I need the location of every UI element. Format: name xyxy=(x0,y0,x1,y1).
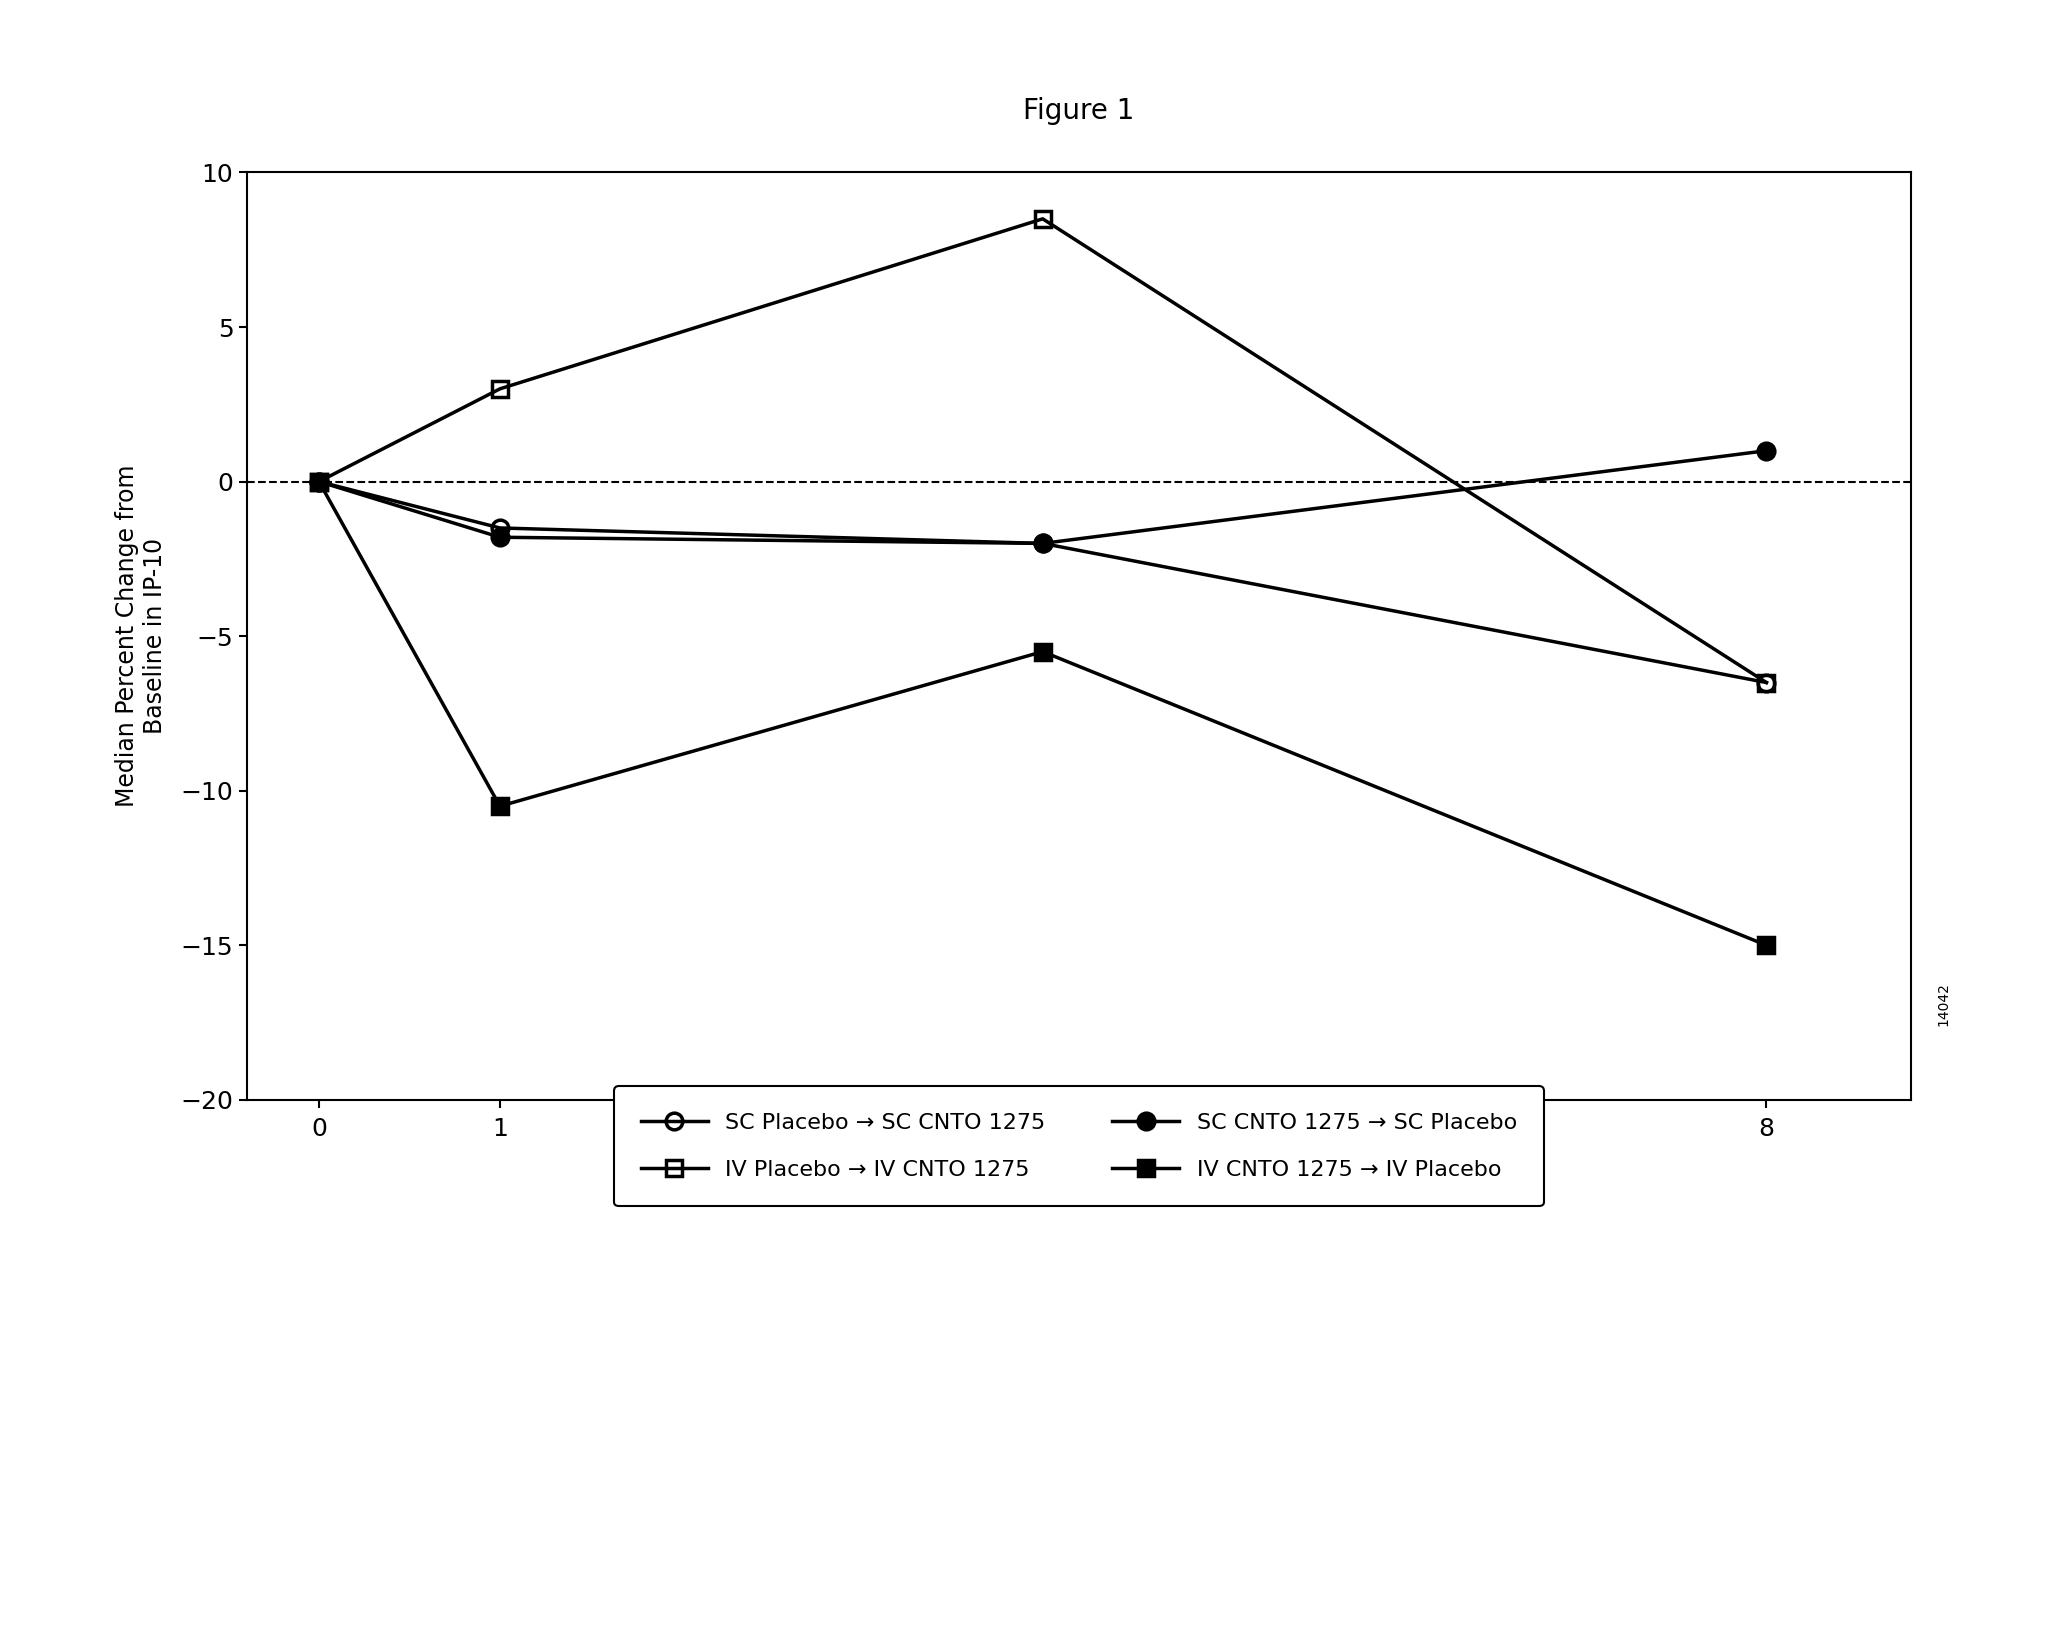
Legend: SC Placebo → SC CNTO 1275, IV Placebo → IV CNTO 1275, SC CNTO 1275 → SC Placebo,: SC Placebo → SC CNTO 1275, IV Placebo → … xyxy=(614,1087,1543,1206)
Text: 14042: 14042 xyxy=(1936,981,1950,1025)
Text: Figure 1: Figure 1 xyxy=(1023,96,1134,125)
X-axis label: Weeks: Weeks xyxy=(1034,1157,1124,1184)
Y-axis label: Median Percent Change from
Baseline in IP-10: Median Percent Change from Baseline in I… xyxy=(115,465,166,807)
